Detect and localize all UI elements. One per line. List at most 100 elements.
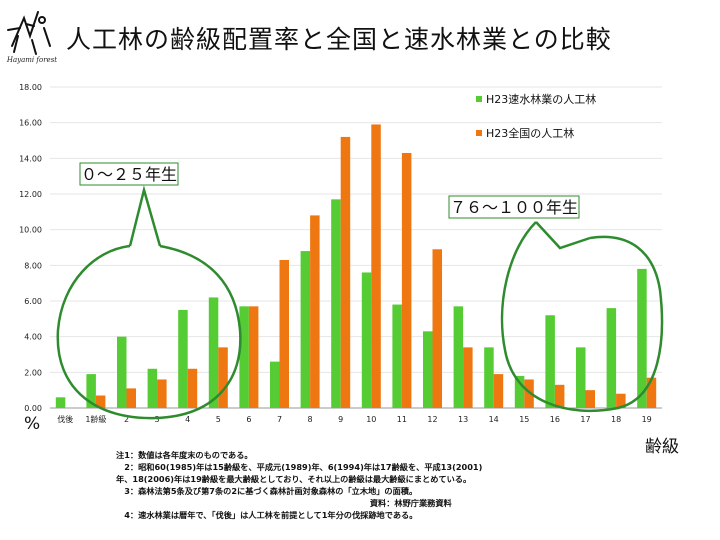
x-tick-label: 17 (580, 415, 590, 424)
bar-hayami (178, 309, 188, 408)
old-callout-box (448, 195, 580, 219)
chart-bars (55, 124, 657, 408)
legend-label: H23全国の人工林 (486, 126, 574, 140)
bar-hayami (239, 306, 249, 408)
hayami-forest-logo (7, 11, 51, 55)
bar-hayami (331, 199, 341, 408)
bar-national (463, 347, 473, 408)
y-tick-label: 2.00 (24, 368, 42, 377)
bar-hayami (300, 251, 311, 408)
bar-hayami (270, 361, 280, 408)
x-tick-label: 4 (185, 415, 190, 424)
young-callout-box (79, 162, 179, 186)
bar-hayami (423, 331, 433, 408)
bar-hayami (514, 375, 525, 408)
bar-national (95, 395, 106, 408)
logo-caption: Hayami forest (6, 56, 58, 64)
footnote-line: 注1：数値は各年度末のものである。 (116, 450, 253, 460)
x-axis: 伐後 1齢級 2 3 4 5 6 7 8 9 10 11 12 13 14 15 16 17 18 19 (57, 414, 651, 424)
x-tick-label: 8 (308, 415, 313, 424)
x-tick-label: 14 (489, 415, 499, 424)
x-tick-label: 1齢級 (85, 414, 106, 424)
bar-national (371, 124, 381, 408)
x-tick-label: 11 (397, 415, 407, 424)
bar-hayami (117, 336, 127, 408)
footnote-line: 年、18(2006)年は19齢級を最大齢級としており、それ以上の齢級は最大齢級に… (116, 474, 472, 484)
bar-national (524, 379, 534, 408)
y-tick-label: 4.00 (24, 333, 42, 342)
bar-hayami (392, 304, 402, 408)
bar-national (157, 379, 167, 408)
x-tick-label: 3 (155, 415, 160, 424)
bar-hayami (637, 268, 647, 408)
bar-national (432, 249, 442, 408)
bar-national (310, 215, 320, 408)
x-tick-label: 2 (124, 415, 129, 424)
y-axis-unit: % (24, 414, 41, 434)
bar-national (187, 368, 198, 408)
x-tick-label: 伐後 (57, 414, 73, 424)
x-tick-label: 13 (458, 415, 468, 424)
y-tick-label: 0.00 (24, 404, 42, 413)
bar-national (554, 384, 565, 408)
bar-hayami (86, 374, 96, 408)
bar-national (646, 377, 657, 408)
footnotes: 注1：数値は各年度末のものである。 2：昭和60(1985)年は15齢級を、平成… (116, 449, 676, 521)
bar-national (340, 136, 351, 408)
bar-hayami (453, 306, 464, 408)
y-tick-label: 8.00 (24, 261, 42, 270)
x-tick-label: 6 (246, 415, 251, 424)
annotation-young-stands: ０～２５年生 (56, 162, 242, 420)
bar-national (616, 393, 626, 408)
legend-label: H23速水林業の人工林 (486, 92, 596, 106)
page-title: 人工林の齢級配置率と全国と速水林業との比較 (66, 25, 612, 54)
footnote-line: 2：昭和60(1985)年は15齢級を、平成元(1989)年、6(1994)年は… (116, 462, 483, 472)
x-tick-label: 16 (550, 415, 560, 424)
young-circle (56, 244, 242, 420)
bar-hayami (545, 315, 555, 408)
footnote-line: 資料：林野庁業務資料 (116, 498, 452, 508)
bar-hayami (208, 297, 219, 408)
bar-hayami (484, 347, 494, 408)
y-tick-label: 16.00 (19, 119, 42, 128)
old-callout-label: ７６～１００年生 (450, 198, 578, 217)
y-tick-label: 14.00 (19, 154, 42, 163)
x-tick-label: 12 (427, 415, 437, 424)
x-tick-label: 7 (277, 415, 282, 424)
bar-hayami (576, 347, 586, 408)
annotation-old-stands: ７６～１００年生 (448, 195, 664, 412)
chart-legend: H23速水林業の人工林 H23全国の人工林 (476, 92, 596, 140)
x-tick-label: 5 (216, 415, 221, 424)
bar-national (585, 390, 595, 408)
x-tick-label: 10 (366, 415, 376, 424)
bar-hayami (361, 272, 372, 408)
bar-national (493, 374, 504, 408)
x-tick-label: 18 (611, 415, 621, 424)
old-callout-pointer (535, 221, 591, 250)
x-tick-label: 15 (519, 415, 529, 424)
legend-swatch (476, 96, 482, 102)
bar-hayami (606, 308, 617, 408)
y-tick-label: 12.00 (19, 190, 42, 199)
bar-national (218, 347, 228, 408)
y-axis: 0.00 2.00 4.00 6.00 8.00 10.00 12.00 14.00 16.00… (19, 83, 42, 413)
footnote-line: 4：速水林業は暦年で、「伐後」は人工林を前提として1年分の伐採跡地である。 (116, 510, 418, 520)
chart-gridlines (50, 86, 662, 409)
young-callout-pointer (128, 185, 162, 247)
bar-national (401, 152, 412, 408)
young-callout-label: ０～２５年生 (81, 165, 177, 184)
bar-national (126, 388, 136, 408)
legend-swatch (476, 130, 482, 136)
y-tick-label: 18.00 (19, 83, 42, 92)
bar-national (248, 306, 259, 408)
x-axis-unit: 齢級 (645, 437, 679, 457)
old-circle (500, 221, 664, 412)
bar-hayami (55, 397, 66, 408)
y-tick-label: 10.00 (19, 226, 42, 235)
x-tick-label: 19 (642, 415, 652, 424)
y-tick-label: 6.00 (24, 297, 42, 306)
footnote-line: 3：森林法第5条及び第7条の2に基づく森林計画対象森林の「立木地」の面積。 (116, 486, 418, 496)
bar-national (279, 259, 289, 408)
bar-hayami (147, 368, 158, 408)
